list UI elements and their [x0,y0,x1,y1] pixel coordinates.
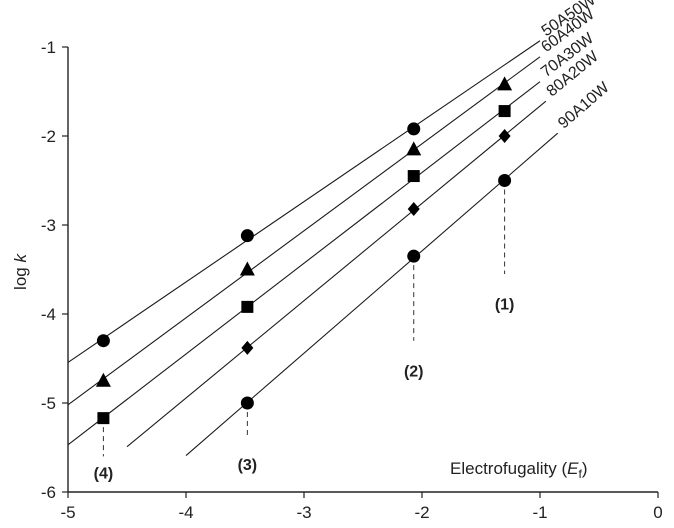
fit-lines [67,40,559,456]
data-point-circle [407,122,421,136]
data-point-diamond [498,129,511,143]
data-point-circle [240,396,254,410]
y-axis-title: log k [11,253,30,290]
fit-line [67,56,541,406]
data-point-diamond [407,201,420,216]
x-tick-label: -3 [296,503,311,522]
data-point-circle [498,174,512,187]
ticks: -5 -4 -3 -2 -1 0-6-5-4-3-2-1 [41,38,663,522]
annotation-dashes [102,189,506,457]
data-point-square [407,170,420,183]
data-point-square [498,105,511,118]
annotation-label: (1) [495,297,515,314]
y-tick-label: -5 [41,394,56,413]
data-point-triangle [95,372,111,387]
y-tick-label: -3 [41,216,56,235]
fit-line [67,81,541,446]
data-point-circle [240,229,254,243]
data-point-square [241,300,254,313]
annotations: (1) (2) (3) (4) [94,297,515,483]
data-point-triangle [497,76,513,91]
markers [95,76,513,425]
fit-line [126,100,547,448]
annotation-label: (3) [238,457,258,474]
y-tick-label: -6 [41,483,56,502]
x-tick-label: -4 [178,503,193,522]
x-axis-title: Electrofugality (Ef) [450,459,588,481]
data-point-triangle [239,261,255,276]
y-tick-label: -4 [41,305,56,324]
data-point-circle [96,334,110,348]
axes [67,47,658,493]
annotation-label: (2) [404,363,424,380]
x-tick-label: -5 [60,503,75,522]
x-tick-label: 0 [653,503,662,522]
data-point-circle [407,249,421,263]
data-point-square [97,412,110,425]
y-tick-label: -2 [41,127,56,146]
data-point-triangle [406,141,422,156]
annotation-label: (4) [94,466,114,483]
data-point-diamond [241,340,254,355]
x-tick-label: -1 [532,503,547,522]
y-tick-label: -1 [41,38,56,57]
x-tick-label: -2 [414,503,429,522]
fit-line [67,40,541,363]
